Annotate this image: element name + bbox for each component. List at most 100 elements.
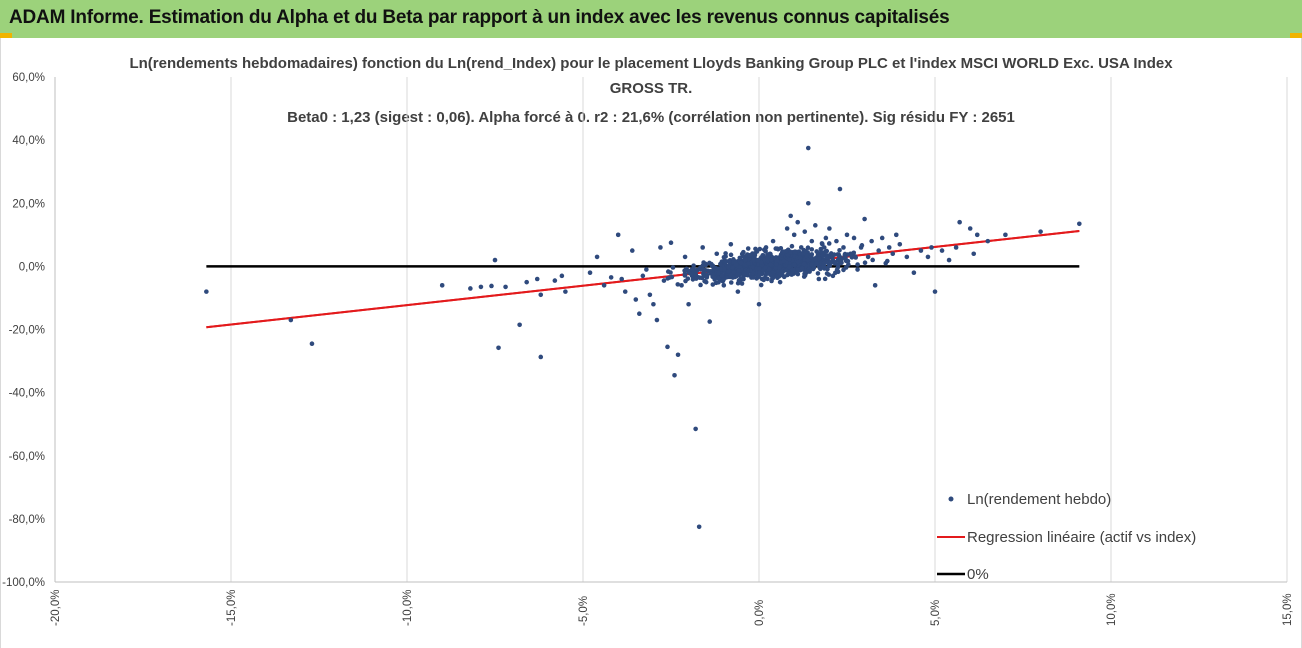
data-point	[700, 245, 705, 250]
data-point	[773, 265, 778, 271]
data-point	[841, 267, 846, 273]
data-point	[538, 292, 544, 298]
data-point	[730, 265, 735, 270]
data-point	[773, 261, 779, 267]
data-point	[721, 283, 727, 288]
data-point	[683, 278, 688, 284]
chart-gridlines	[230, 77, 1288, 582]
data-point	[756, 266, 762, 271]
data-point	[563, 289, 568, 294]
data-point	[893, 232, 899, 238]
data-point	[702, 278, 707, 284]
y-tick-label: 40,0%	[12, 135, 45, 147]
data-point	[784, 226, 790, 231]
data-point	[802, 229, 808, 234]
data-point	[770, 238, 776, 244]
data-point	[737, 255, 743, 261]
data-point	[786, 257, 792, 262]
data-point	[763, 248, 768, 254]
data-point	[832, 261, 838, 266]
data-point	[707, 319, 713, 324]
data-point	[971, 251, 977, 257]
data-point	[517, 322, 522, 328]
data-point	[918, 248, 924, 253]
chart-legend: Ln(rendement hebdo) Regression linéaire (…	[937, 491, 1196, 583]
data-point	[862, 216, 867, 222]
data-point	[816, 276, 822, 282]
data-point	[817, 256, 822, 262]
data-point	[809, 238, 815, 244]
data-point	[879, 235, 885, 241]
data-point	[797, 255, 803, 261]
data-point	[815, 250, 821, 255]
data-point	[693, 272, 699, 277]
data-point	[804, 253, 809, 259]
x-tick-label: 15,0%	[1282, 593, 1294, 626]
data-point	[696, 524, 702, 530]
y-tick-label: -20,0%	[9, 325, 45, 337]
data-point	[726, 269, 732, 274]
data-point	[661, 278, 667, 283]
data-point	[862, 260, 868, 265]
data-point	[552, 278, 558, 283]
data-point	[745, 268, 751, 274]
data-point	[813, 223, 818, 228]
data-point	[777, 279, 783, 285]
data-point	[805, 245, 811, 251]
x-tick-label: -20,0%	[50, 590, 62, 626]
data-point	[890, 251, 896, 257]
data-point	[791, 232, 797, 238]
chart-title-line1: Ln(rendements hebdomadaires) fonction du…	[129, 55, 1173, 72]
data-point	[714, 251, 720, 257]
data-point	[288, 317, 294, 323]
data-point	[746, 261, 751, 266]
data-point	[762, 276, 767, 281]
data-point	[823, 235, 829, 241]
y-tick-label: -80,0%	[9, 514, 45, 526]
data-point	[644, 267, 649, 272]
data-point	[911, 270, 917, 275]
data-point	[654, 317, 660, 323]
data-point	[756, 301, 762, 307]
data-point	[703, 262, 709, 267]
data-point	[689, 267, 695, 272]
data-point	[736, 278, 742, 283]
data-point	[682, 268, 687, 273]
x-tick-label: 0,0%	[754, 600, 766, 626]
data-point	[835, 264, 841, 270]
x-tick-label: -10,0%	[402, 590, 414, 626]
data-point	[686, 301, 691, 307]
data-point	[721, 277, 726, 282]
data-point	[855, 267, 860, 272]
regression-line-overlay	[206, 230, 1080, 329]
data-point	[814, 260, 820, 266]
data-point	[665, 344, 670, 350]
data-point	[726, 259, 732, 264]
data-point	[710, 282, 716, 287]
data-point	[824, 271, 830, 276]
data-point	[985, 238, 991, 244]
data-point	[752, 251, 758, 256]
data-point	[668, 240, 674, 246]
data-point	[809, 247, 815, 252]
x-tick-label: -15,0%	[226, 590, 238, 626]
data-point	[801, 261, 807, 267]
data-point	[682, 273, 688, 278]
data-point	[698, 282, 703, 288]
chart-axes	[54, 77, 1287, 583]
data-point	[309, 341, 315, 347]
data-point	[846, 262, 851, 267]
data-point	[747, 252, 753, 258]
data-point	[757, 246, 763, 252]
data-point	[757, 270, 762, 276]
data-point	[739, 281, 745, 286]
data-point	[886, 245, 892, 250]
data-point	[682, 254, 688, 260]
data-point	[778, 245, 784, 251]
data-point	[1077, 221, 1082, 227]
data-point	[808, 255, 814, 260]
y-tick-label: -100,0%	[2, 577, 45, 589]
data-point	[728, 273, 733, 279]
data-point	[953, 245, 959, 250]
